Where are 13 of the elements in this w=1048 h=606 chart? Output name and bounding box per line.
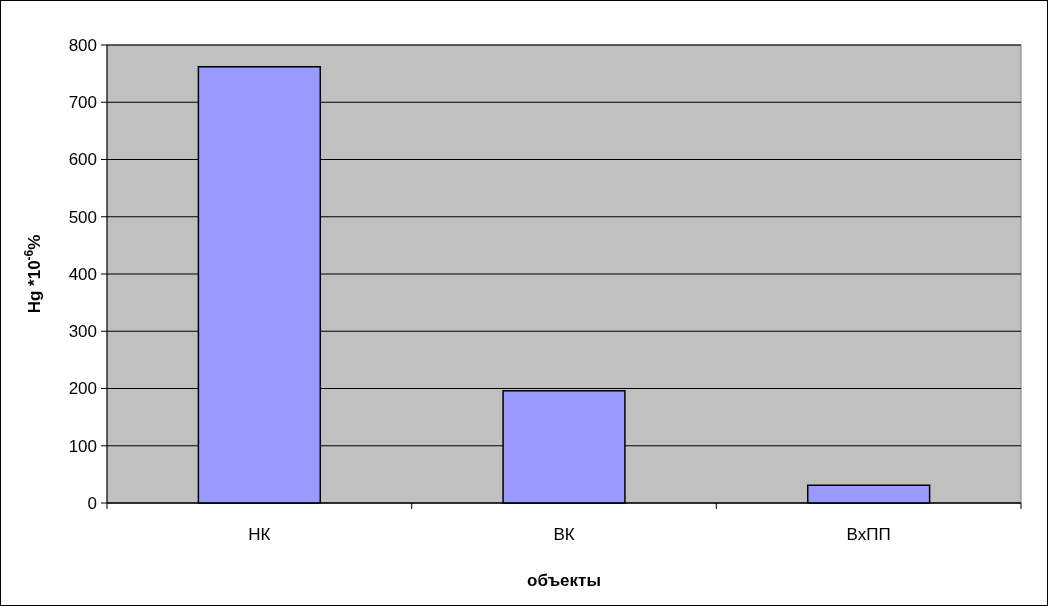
y-tick-label: 0 [87,493,97,513]
y-tick-label: 800 [68,35,97,55]
x-axis-title: объекты [527,571,601,590]
y-tick-label: 700 [68,93,97,113]
y-tick-label: 100 [68,436,97,456]
y-tick-label: 300 [68,322,97,342]
y-tick-label: 600 [68,150,97,170]
y-tick-label: 500 [68,207,97,227]
y-tick-label: 400 [68,264,97,284]
x-tick-label: ВК [553,525,575,544]
y-tick-label: 200 [68,379,97,399]
x-tick-label: ВхПП [846,525,891,544]
x-tick-label: НК [248,525,271,544]
